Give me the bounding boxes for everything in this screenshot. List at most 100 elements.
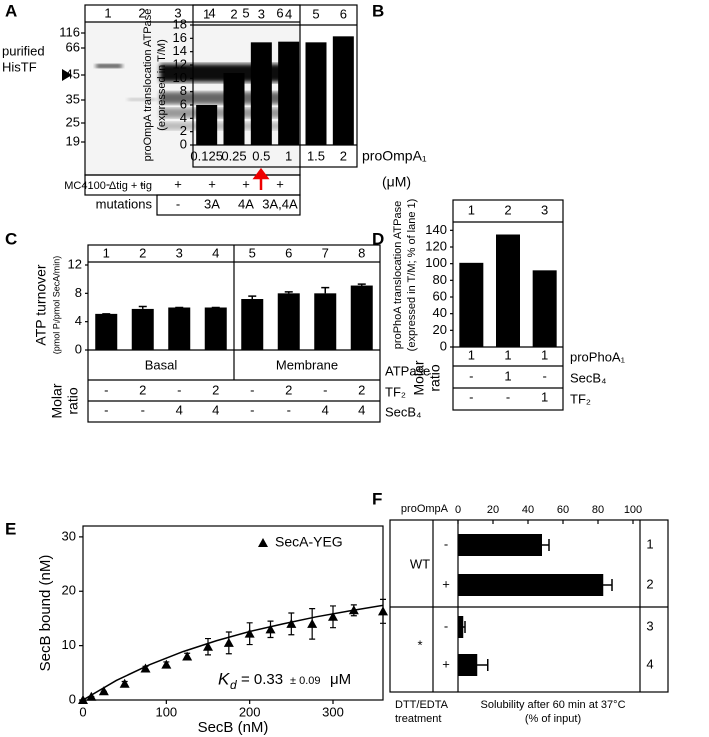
bar [459,262,484,347]
lane-number: 6 [340,6,347,21]
row-value: - [177,382,181,397]
y-tick-label: 60 [433,288,447,303]
group-label: Membrane [276,357,338,372]
x-tick-label: 0.25 [221,148,246,163]
bar [95,313,118,350]
treatment-sign: - [444,536,448,551]
annotation: d [230,678,237,692]
strain-sign: - [140,176,144,191]
row-title: treatment [395,713,441,725]
lane-number: 1 [468,202,475,217]
y-tick-label: 6 [180,96,187,111]
row-value: 4 [358,402,365,417]
strain-sign: + [276,176,284,191]
treatment-sign: - [444,618,448,633]
panel-letter: A [5,1,17,20]
x-tick-label: 40 [522,504,534,516]
y-label: proOmpA translocation ATPase [142,9,154,162]
lane-number: 1 [646,536,653,551]
x-label: Solubility after 60 min at 37°C [480,699,625,711]
point [265,624,276,634]
x-unit: (μM) [382,174,411,190]
x-tick-label: 0.125 [190,148,223,163]
point [378,606,388,616]
y-tick-label: 18 [173,16,187,31]
x-tick-label: 0 [455,504,461,516]
x-tick-label: 80 [592,504,604,516]
strain-sign: + [242,176,250,191]
panel-letter: D [372,229,384,248]
bar [204,307,227,350]
y-tick-label: 0 [440,338,447,353]
group-axis-label: ATPase [385,363,430,378]
bar [131,308,154,350]
lane-number: 5 [312,6,319,21]
lane-number: 4 [212,245,219,260]
mutations-label: mutations [96,196,153,211]
y-tick-label: 20 [62,583,76,598]
strain-sign: - [106,176,110,191]
point [98,686,109,696]
lane-number: 4 [285,6,292,21]
y-tick-label: 12 [173,56,187,71]
group-label: Basal [145,357,178,372]
y-tick-label: 16 [173,30,187,45]
row-value: - [287,402,291,417]
y-label: (expressed in T/M; % of lane 1) [406,199,418,352]
y-tick-label: 4 [180,110,187,125]
row-value: - [323,382,327,397]
marker-label: 45 [66,66,80,81]
point [223,637,234,647]
bar [168,307,191,350]
marker-label: 66 [66,39,80,54]
lane-number: 5 [249,245,256,260]
row-label: TF₂ [570,391,591,406]
annotation: μM [330,671,351,688]
treatment-sign: + [442,656,450,671]
error-bar [466,659,489,671]
row-value: 2 [285,382,292,397]
bar [458,616,464,638]
point [140,663,151,673]
x-tick-label: 0 [79,704,86,719]
row-value: 1 [541,389,548,404]
y-tick-label: 0 [75,341,82,356]
y-tick-label: 100 [425,255,447,270]
row-value: - [141,402,145,417]
row-title: Molar [49,383,65,418]
annotation: ± 0.09 [290,675,321,687]
x-tick-label: 1 [285,148,292,163]
legend-label: SecA-YEG [275,534,343,550]
row-label: proPhoA₁ [570,349,626,364]
x-tick-label: 200 [239,704,261,719]
panel-letter: E [5,519,16,538]
y-tick-label: 8 [180,83,187,98]
y-label: ATP turnover [33,264,49,346]
y-tick-label: 2 [180,123,187,138]
lane-number: 4 [646,656,653,671]
point [203,641,213,651]
lane-number: 1 [203,6,210,21]
band-label: purified [2,43,45,58]
panel-letter: F [372,489,382,508]
y-tick-label: 140 [425,222,447,237]
strain-sign: + [208,176,216,191]
bar [241,299,264,350]
row-title: ratio [427,364,443,391]
row-value: 1 [541,347,548,362]
marker-label: 116 [59,24,80,39]
row-value: - [469,389,473,404]
row-value: - [469,368,473,383]
x-tick-label: 60 [557,504,569,516]
lane-number: 3 [646,618,653,633]
bar [277,293,300,350]
bar [278,41,300,145]
annotation: K [218,669,230,688]
lane-number: 4 [208,5,215,20]
bar [458,574,604,596]
y-tick-label: 10 [173,70,187,85]
x-label: (% of input) [525,713,581,725]
x-label: proOmpA₁ [362,148,427,164]
lane-number: 2 [504,202,511,217]
